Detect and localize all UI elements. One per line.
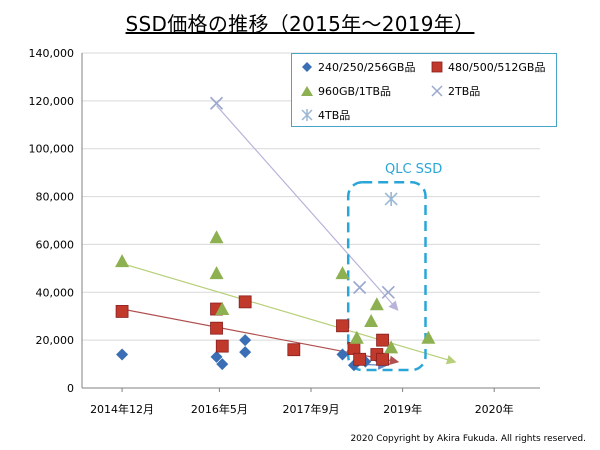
legend-label: 2TB品 [448,85,481,98]
point-square [287,343,301,357]
point-diamond [239,346,252,359]
qlc-ssd-label: QLC SSD [385,162,443,177]
y-tick-label: 20,000 [36,334,75,347]
point-diamond [216,358,229,371]
diamond-marker-icon [300,61,314,73]
legend-item-2tb: 2TB品 [430,83,480,99]
point-square [215,339,229,353]
qlc-highlight [346,180,427,372]
point-diamond [336,348,349,361]
legend-label: 960GB/1TB品 [318,85,392,98]
y-tick-label: 60,000 [36,238,75,251]
point-triangle [115,254,130,268]
axes: 0 20,000 40,000 60,000 80,000 100,000 120,000 1… [29,47,540,416]
y-tick-label: 40,000 [36,286,75,299]
point-triangle [369,297,384,311]
x-tick-label: 2019年 [383,402,422,416]
point-triangle [421,330,436,344]
point-square [347,342,361,355]
point-x [209,96,224,110]
legend-item-1tb: 960GB/1TB品 [300,83,391,99]
point-triangle [209,266,224,280]
point-triangle [384,340,399,354]
square-marker-icon [430,61,444,73]
x-tick-label: 2020年 [475,402,514,416]
data-points [115,96,436,372]
point-square [353,352,367,366]
legend-label: 240/250/256GB品 [318,61,416,74]
point-square [115,305,129,318]
x-tick-label: 2014年12月 [90,402,154,416]
point-triangle [215,302,230,316]
point-triangle [349,330,364,344]
qlc-dashed-box [346,180,427,372]
trendline [121,262,457,365]
x-tick-label: 2017年9月 [283,402,340,416]
star-marker-icon [300,109,314,121]
copyright-notice: 2020 Copyright by Akira Fukuda. All righ… [350,434,586,444]
point-square [238,295,252,309]
point-square [376,352,389,366]
y-tick-label: 80,000 [36,191,75,204]
legend-item-256gb: 240/250/256GB品 [300,59,415,75]
point-triangle [209,230,224,244]
point-diamond [210,350,223,363]
point-diamond [116,348,129,361]
trendlines [121,105,457,370]
y-tick-label: 100,000 [29,143,75,156]
point-triangle [364,314,379,327]
point-triangle [335,266,350,280]
point-x [381,285,395,299]
trendline [216,105,399,311]
legend-item-4tb: 4TB品 [300,107,350,123]
point-square [336,319,349,333]
point-diamond [239,334,252,347]
x-marker-icon [430,85,444,97]
point-square [210,321,223,335]
y-tick-label: 120,000 [29,95,75,108]
x-tick-label: 2016年5月 [191,402,248,416]
legend-label: 480/500/512GB品 [448,61,546,74]
triangle-marker-icon [300,85,314,97]
point-star [384,191,398,206]
legend-item-512gb: 480/500/512GB品 [430,59,545,75]
point-square [376,333,389,347]
chart-title: SSD価格の推移（2015年～2019年） [125,12,475,36]
y-tick-label: 140,000 [29,47,75,60]
legend-label: 4TB品 [318,109,351,122]
y-tick-label: 0 [67,382,74,395]
point-x [353,280,367,295]
legend: 240/250/256GB品 480/500/512GB品 960GB/1TB品… [291,53,557,127]
